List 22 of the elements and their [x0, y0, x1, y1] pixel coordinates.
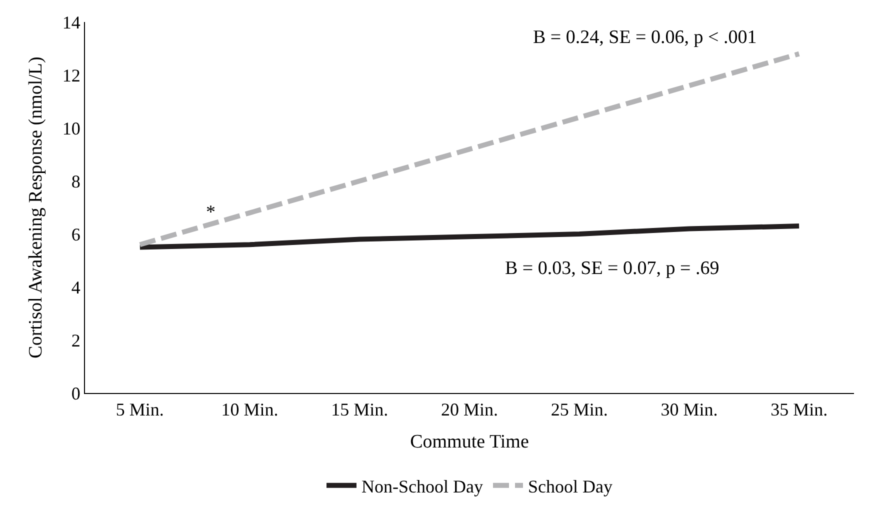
- y-tick-label: 4: [71, 277, 80, 298]
- y-tick-label: 0: [71, 383, 80, 404]
- y-tick-label: 14: [62, 12, 80, 32]
- y-tick-label: 12: [62, 65, 80, 86]
- y-tick-label: 6: [71, 224, 80, 244]
- legend-label: Non-School Day: [362, 476, 483, 496]
- x-tick-label: 15 Min.: [331, 400, 388, 420]
- annotation: B = 0.03, SE = 0.07, p = .69: [505, 258, 720, 279]
- x-tick-label: 30 Min.: [660, 400, 718, 420]
- y-tick-label: 8: [71, 171, 80, 192]
- annotation: B = 0.24, SE = 0.06, p < .001: [533, 27, 757, 48]
- legend-label: School Day: [528, 476, 612, 496]
- x-axis-title: Commute Time: [410, 431, 529, 452]
- annotation: *: [206, 202, 216, 223]
- x-tick-label: 20 Min.: [440, 400, 498, 420]
- y-tick-label: 2: [71, 330, 80, 350]
- y-axis-title: Cortisol Awakening Response (nmol/L): [25, 56, 46, 358]
- y-tick-label: 10: [62, 118, 80, 138]
- x-tick-label: 5 Min.: [116, 400, 164, 420]
- x-tick-label: 35 Min.: [770, 400, 828, 420]
- x-tick-label: 10 Min.: [221, 400, 278, 420]
- x-tick-label: 25 Min.: [550, 400, 608, 420]
